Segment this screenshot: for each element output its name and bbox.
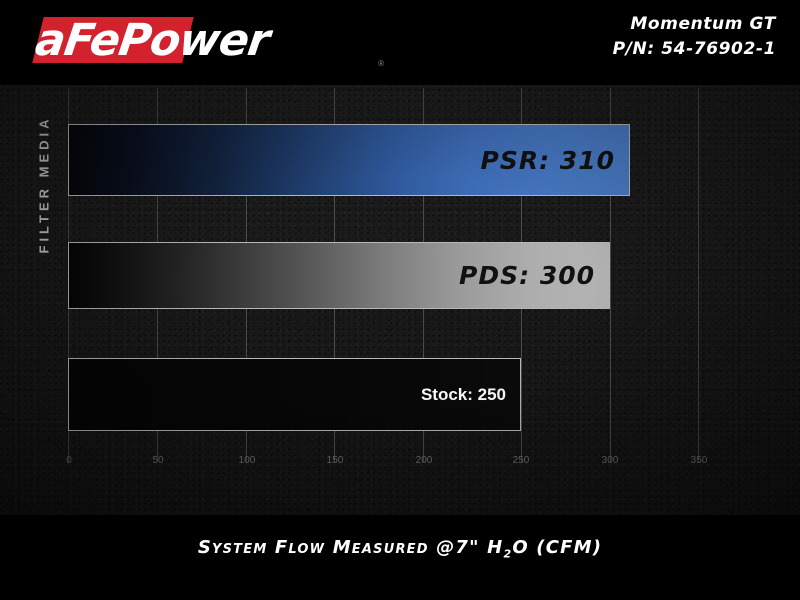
bar-stock[interactable]: Stock: 250 (68, 358, 521, 431)
x-tick-150: 150 (326, 455, 344, 466)
x-tick-0: 0 (66, 455, 72, 466)
x-tick-100: 100 (238, 455, 256, 466)
x-tick-350: 350 (690, 455, 708, 466)
bar-pds[interactable]: PDS: 300 (68, 242, 610, 309)
bar-label-pds: PDS: 300 (459, 261, 595, 290)
x-tick-300: 300 (601, 455, 619, 466)
x-tick-250: 250 (512, 455, 530, 466)
registered-trademark-icon: ® (378, 59, 384, 68)
afe-power-logo: aFe Power ® (22, 8, 392, 72)
footer-bar: System Flow Measured @7" H2O (CFM) (0, 515, 800, 600)
part-number: P/N: 54-76902-1 (612, 39, 776, 59)
product-info: Momentum GT P/N: 54-76902-1 (613, 12, 776, 62)
x-tick-200: 200 (415, 455, 433, 466)
gridline-350 (698, 88, 699, 462)
y-axis-label: FILTER MEDIA (36, 115, 52, 254)
product-name: Momentum GT (630, 14, 776, 34)
bar-label-psr: PSR: 310 (480, 145, 615, 175)
footer-caption-subscript: 2 (503, 547, 513, 561)
x-tick-50: 50 (152, 455, 164, 466)
logo-suffix-text: Power (115, 14, 273, 66)
bar-chart-plot-area: PSR: 310 PDS: 300 Stock: 250 (68, 88, 708, 462)
header-bar: aFe Power ® Momentum GT P/N: 54-76902-1 (0, 0, 800, 85)
bar-psr[interactable]: PSR: 310 (68, 124, 630, 196)
footer-caption-pre: System Flow Measured @7" H (197, 537, 504, 558)
logo-wordmark: aFe Power (32, 12, 400, 68)
footer-caption-post: O (CFM) (512, 537, 603, 558)
bar-label-stock: Stock: 250 (420, 384, 506, 404)
logo-brand-text: aFe (32, 14, 123, 66)
footer-caption: System Flow Measured @7" H2O (CFM) (0, 537, 800, 561)
